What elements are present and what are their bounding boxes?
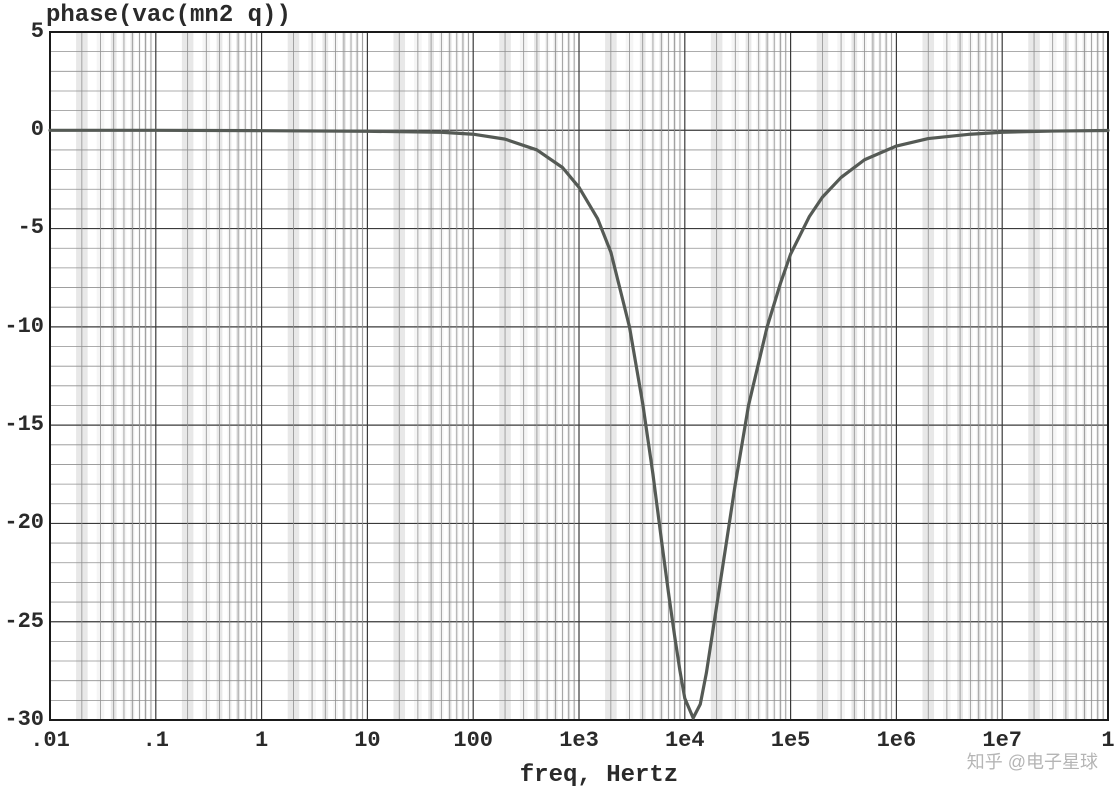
y-tick-label: -10 <box>0 314 44 339</box>
x-tick-label: 10 <box>332 728 402 753</box>
x-tick-label: 100 <box>438 728 508 753</box>
x-tick-label: .1 <box>121 728 191 753</box>
y-tick-label: 0 <box>0 117 44 142</box>
chart-title: phase(vac(mn2 q)) <box>46 2 291 29</box>
y-tick-label: 5 <box>0 19 44 44</box>
watermark: 知乎 @电子星球 <box>967 748 1098 774</box>
y-tick-label: -15 <box>0 412 44 437</box>
chart-container: phase(vac(mn2 q)) freq, Hertz 5 0 -5 -10 -15… <box>0 0 1116 804</box>
x-tick-label: 1e5 <box>756 728 826 753</box>
x-tick-label: 1e6 <box>861 728 931 753</box>
x-tick-label: 1e4 <box>650 728 720 753</box>
y-tick-label: -20 <box>0 510 44 535</box>
x-tick-label: .01 <box>15 728 85 753</box>
phase-chart <box>0 0 1116 804</box>
x-tick-label: 1e3 <box>544 728 614 753</box>
y-tick-label: -5 <box>0 215 44 240</box>
chart-xlabel: freq, Hertz <box>489 762 709 789</box>
y-tick-label: -25 <box>0 609 44 634</box>
x-tick-label: 1 <box>227 728 297 753</box>
